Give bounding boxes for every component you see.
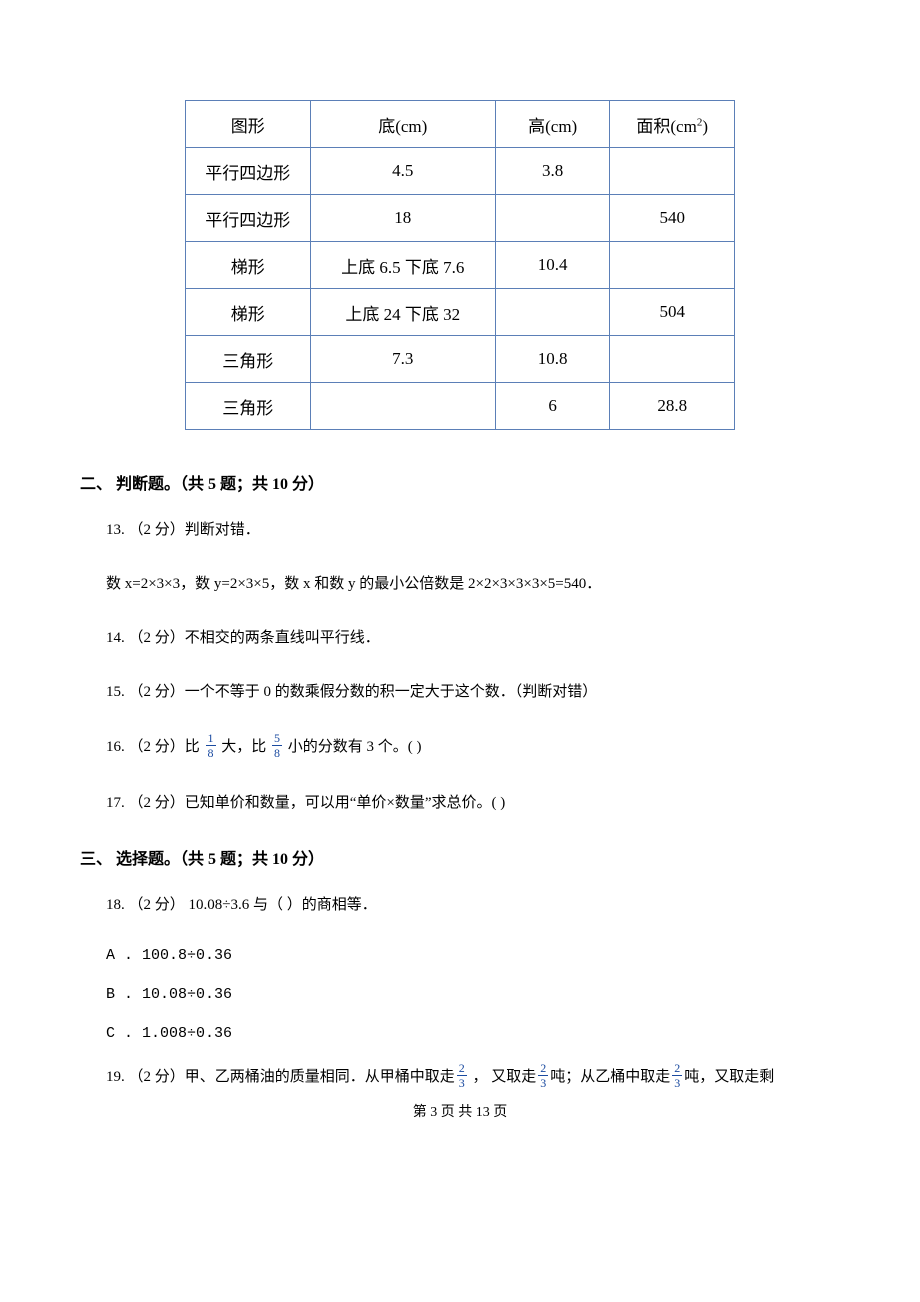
frac-den: 8: [272, 746, 282, 759]
cell-shape: 三角形: [186, 383, 311, 430]
cell-height: [495, 289, 609, 336]
table-header-row: 图形 底(cm) 高(cm) 面积(cm2): [186, 101, 735, 148]
cell-shape: 梯形: [186, 242, 311, 289]
frac-num: 2: [672, 1062, 682, 1076]
question-15: 15. （2 分）一个不等于 0 的数乘假分数的积一定大于这个数．（判断对错）: [106, 680, 840, 704]
frac-num: 1: [206, 732, 216, 746]
frac-den: 8: [206, 746, 216, 759]
q16-mid: 大，比: [221, 739, 270, 755]
cell-height: 10.4: [495, 242, 609, 289]
cell-height: 3.8: [495, 148, 609, 195]
frac-num: 2: [538, 1062, 548, 1076]
cell-height: 6: [495, 383, 609, 430]
q16-pre: 16. （2 分）比: [106, 739, 204, 755]
frac-num: 5: [272, 732, 282, 746]
question-17: 17. （2 分）已知单价和数量，可以用“单价×数量”求总价。( ): [106, 791, 840, 815]
cell-area: [610, 148, 735, 195]
question-14: 14. （2 分）不相交的两条直线叫平行线．: [106, 626, 840, 650]
question-18: 18. （2 分） 10.08÷3.6 与（ ）的商相等．: [106, 893, 840, 917]
frac-den: 3: [457, 1076, 467, 1089]
page-footer: 第 3 页 共 13 页: [80, 1101, 840, 1121]
th-area-prefix: 面积(cm: [636, 117, 696, 136]
cell-base: 4.5: [310, 148, 495, 195]
cell-shape: 梯形: [186, 289, 311, 336]
cell-base: 上底 6.5 下底 7.6: [310, 242, 495, 289]
table-row: 平行四边形 18 540: [186, 195, 735, 242]
cell-height: 10.8: [495, 336, 609, 383]
frac-num: 2: [457, 1062, 467, 1076]
section-2-heading: 二、 判断题。（共 5 题；共 10 分）: [80, 470, 840, 494]
q19-m1: ， 又取走: [469, 1069, 537, 1085]
question-13a: 13. （2 分）判断对错．: [106, 518, 840, 542]
table-row: 平行四边形 4.5 3.8: [186, 148, 735, 195]
cell-shape: 三角形: [186, 336, 311, 383]
cell-area: 540: [610, 195, 735, 242]
q19-pre: 19. （2 分）甲、乙两桶油的质量相同．从甲桶中取走: [106, 1069, 455, 1085]
fraction-icon: 2 3: [457, 1062, 467, 1089]
fraction-icon: 1 8: [206, 732, 216, 759]
cell-shape: 平行四边形: [186, 195, 311, 242]
question-13b: 数 x=2×3×3，数 y=2×3×5，数 x 和数 y 的最小公倍数是 2×2…: [106, 572, 840, 596]
frac-den: 3: [538, 1076, 548, 1089]
question-19: 19. （2 分）甲、乙两桶油的质量相同．从甲桶中取走 2 3 ， 又取走 2 …: [106, 1064, 840, 1091]
question-16: 16. （2 分）比 1 8 大，比 5 8 小的分数有 3 个。( ): [106, 734, 840, 761]
cell-shape: 平行四边形: [186, 148, 311, 195]
cell-area: 28.8: [610, 383, 735, 430]
section-3-heading: 三、 选择题。（共 5 题；共 10 分）: [80, 845, 840, 869]
q16-post: 小的分数有 3 个。( ): [288, 739, 422, 755]
th-height: 高(cm): [495, 101, 609, 148]
shapes-table: 图形 底(cm) 高(cm) 面积(cm2) 平行四边形 4.5 3.8 平行四…: [185, 100, 735, 430]
cell-base: 7.3: [310, 336, 495, 383]
option-b: B . 10.08÷0.36: [106, 986, 840, 1003]
cell-area: 504: [610, 289, 735, 336]
th-base: 底(cm): [310, 101, 495, 148]
cell-height: [495, 195, 609, 242]
table-row: 三角形 6 28.8: [186, 383, 735, 430]
cell-base: 18: [310, 195, 495, 242]
th-area-suffix: ): [702, 117, 708, 136]
q19-m2: 吨；从乙桶中取走: [550, 1069, 670, 1085]
cell-base: [310, 383, 495, 430]
table-row: 梯形 上底 6.5 下底 7.6 10.4: [186, 242, 735, 289]
th-area: 面积(cm2): [610, 101, 735, 148]
option-c: C . 1.008÷0.36: [106, 1025, 840, 1042]
th-shape: 图形: [186, 101, 311, 148]
cell-area: [610, 242, 735, 289]
fraction-icon: 5 8: [272, 732, 282, 759]
option-a: A . 100.8÷0.36: [106, 947, 840, 964]
table-row: 梯形 上底 24 下底 32 504: [186, 289, 735, 336]
frac-den: 3: [672, 1076, 682, 1089]
table-row: 三角形 7.3 10.8: [186, 336, 735, 383]
q19-m3: 吨，又取走剩: [684, 1069, 774, 1085]
cell-base: 上底 24 下底 32: [310, 289, 495, 336]
cell-area: [610, 336, 735, 383]
fraction-icon: 2 3: [538, 1062, 548, 1089]
fraction-icon: 2 3: [672, 1062, 682, 1089]
